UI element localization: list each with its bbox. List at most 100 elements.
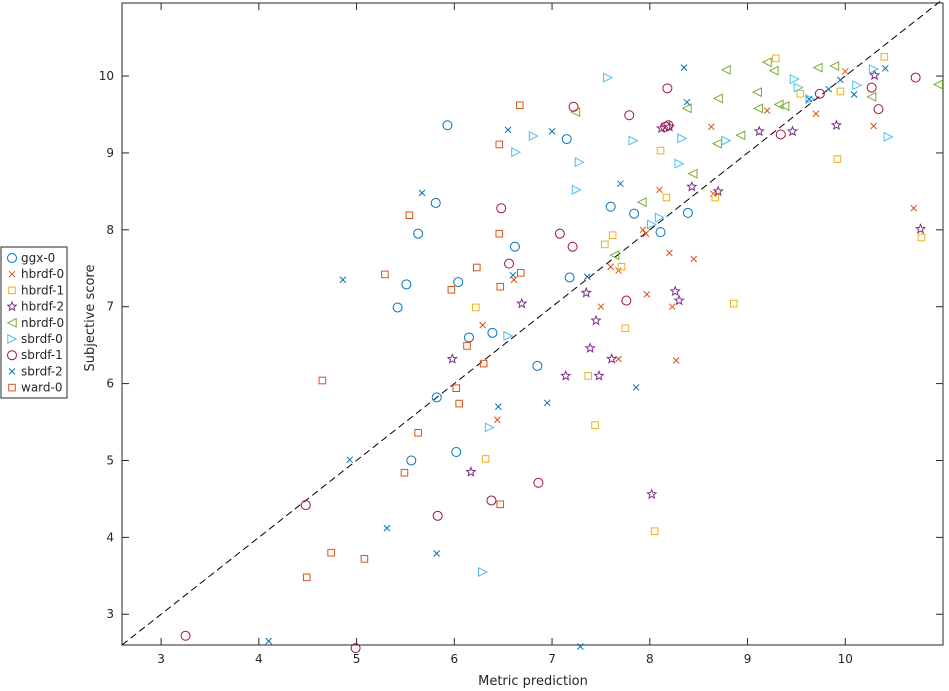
data-point-nbrdf-0 — [829, 61, 840, 72]
data-point-ggx-0 — [532, 360, 543, 371]
data-point-hbrdf-2 — [868, 69, 881, 81]
data-point-sbrdf-0 — [511, 147, 522, 158]
legend-marker-hbrdf-1 — [8, 286, 16, 295]
data-point-hbrdf-0 — [639, 226, 647, 234]
data-point-hbrdf-1 — [772, 54, 780, 63]
data-series — [180, 53, 943, 654]
data-point-ggx-0 — [682, 207, 693, 218]
legend-marker-sbrdf-1 — [7, 350, 17, 361]
data-point-hbrdf-2 — [914, 223, 927, 234]
legend-label: sbrdf-1 — [21, 348, 63, 362]
data-point-ward-0 — [381, 270, 389, 279]
data-point-sbrdf-0 — [528, 131, 539, 142]
data-point-ward-0 — [463, 342, 471, 350]
data-point-ggx-0 — [463, 332, 474, 343]
data-point-sbrdf-0 — [789, 74, 800, 85]
data-point-hbrdf-0 — [870, 122, 877, 130]
data-point-sbrdf-0 — [793, 82, 804, 93]
data-point-hbrdf-0 — [763, 107, 771, 114]
data-point-hbrdf-0 — [479, 321, 487, 329]
data-point-nbrdf-0 — [681, 103, 692, 114]
series-hbrdf-1 — [472, 53, 926, 536]
data-point-sbrdf-1 — [775, 129, 786, 140]
data-point-sbrdf-1 — [660, 121, 671, 132]
data-point-ggx-0 — [561, 134, 572, 145]
data-point-hbrdf-2 — [673, 294, 685, 306]
data-point-ggx-0 — [509, 241, 520, 252]
data-point-sbrdf-1 — [554, 228, 565, 239]
data-point-sbrdf-2 — [504, 126, 512, 134]
data-point-nbrdf-0 — [735, 130, 746, 141]
x-tick-label: 5 — [353, 652, 361, 666]
y-tick-label: 6 — [106, 377, 114, 391]
data-point-hbrdf-0 — [665, 249, 673, 257]
data-point-ward-0 — [447, 285, 456, 294]
data-point-hbrdf-1 — [730, 299, 738, 308]
data-point-nbrdf-0 — [570, 107, 581, 118]
data-point-sbrdf-0 — [571, 184, 582, 195]
data-point-hbrdf-2 — [580, 286, 592, 298]
data-point-hbrdf-2 — [446, 353, 459, 364]
data-point-sbrdf-1 — [350, 643, 361, 654]
data-point-nbrdf-0 — [812, 62, 823, 73]
data-point-hbrdf-1 — [621, 324, 630, 333]
data-point-sbrdf-0 — [603, 72, 614, 83]
data-point-sbrdf-2 — [617, 180, 624, 188]
data-point-hbrdf-2 — [593, 369, 605, 381]
data-point-hbrdf-1 — [662, 193, 671, 202]
x-tick-label: 10 — [838, 652, 853, 666]
data-point-nbrdf-0 — [712, 93, 723, 104]
data-point-hbrdf-2 — [646, 488, 658, 500]
series-ggx-0 — [392, 120, 693, 466]
data-point-hbrdf-0 — [708, 123, 715, 131]
legend-marker-hbrdf-2 — [6, 300, 18, 312]
data-point-ward-0 — [496, 500, 505, 509]
data-point-sbrdf-1 — [866, 82, 877, 93]
data-point-ggx-0 — [564, 272, 575, 283]
y-tick-label: 10 — [99, 69, 114, 83]
data-point-hbrdf-2 — [465, 466, 477, 477]
data-point-sbrdf-2 — [577, 643, 584, 650]
data-point-hbrdf-1 — [481, 455, 490, 463]
data-point-ggx-0 — [451, 447, 462, 458]
data-point-hbrdf-1 — [880, 53, 889, 61]
data-point-hbrdf-0 — [607, 263, 615, 271]
data-point-hbrdf-1 — [608, 231, 617, 239]
data-point-nbrdf-0 — [751, 87, 762, 98]
legend-label: sbrdf-0 — [21, 332, 63, 346]
data-point-hbrdf-1 — [917, 233, 926, 242]
y-axis-label: Subjective score — [83, 265, 98, 372]
data-point-ward-0 — [452, 384, 461, 392]
data-point-hbrdf-2 — [669, 285, 681, 297]
data-point-nbrdf-0 — [779, 101, 790, 112]
data-point-ward-0 — [318, 376, 327, 385]
data-point-hbrdf-0 — [672, 357, 680, 364]
x-axis: 3 4 5 6 7 8 9 10 — [157, 3, 853, 666]
data-point-sbrdf-1 — [662, 83, 673, 94]
data-point-ward-0 — [360, 555, 369, 563]
data-point-nbrdf-0 — [720, 64, 731, 75]
data-point-sbrdf-2 — [680, 64, 688, 71]
data-point-sbrdf-0 — [628, 135, 639, 146]
legend-marker-sbrdf-2 — [8, 368, 16, 375]
data-point-sbrdf-1 — [300, 500, 311, 511]
y-tick-label: 8 — [106, 223, 114, 237]
data-point-sbrdf-2 — [418, 189, 426, 197]
data-point-sbrdf-0 — [674, 158, 685, 169]
series-sbrdf-2 — [265, 64, 889, 650]
y-tick-label: 4 — [106, 530, 114, 544]
data-point-ggx-0 — [431, 392, 442, 403]
data-point-sbrdf-2 — [837, 76, 844, 84]
data-point-hbrdf-0 — [841, 68, 849, 75]
data-point-sbrdf-0 — [852, 80, 863, 91]
data-point-sbrdf-0 — [677, 133, 688, 144]
data-point-ward-0 — [414, 428, 422, 437]
data-point-ward-0 — [400, 468, 409, 477]
data-point-sbrdf-2 — [825, 85, 832, 93]
data-point-ggx-0 — [655, 227, 666, 238]
data-point-hbrdf-0 — [690, 255, 698, 263]
data-point-sbrdf-1 — [504, 258, 515, 269]
data-point-hbrdf-0 — [656, 186, 663, 194]
data-point-hbrdf-2 — [786, 125, 799, 137]
x-tick-label: 9 — [744, 652, 752, 666]
